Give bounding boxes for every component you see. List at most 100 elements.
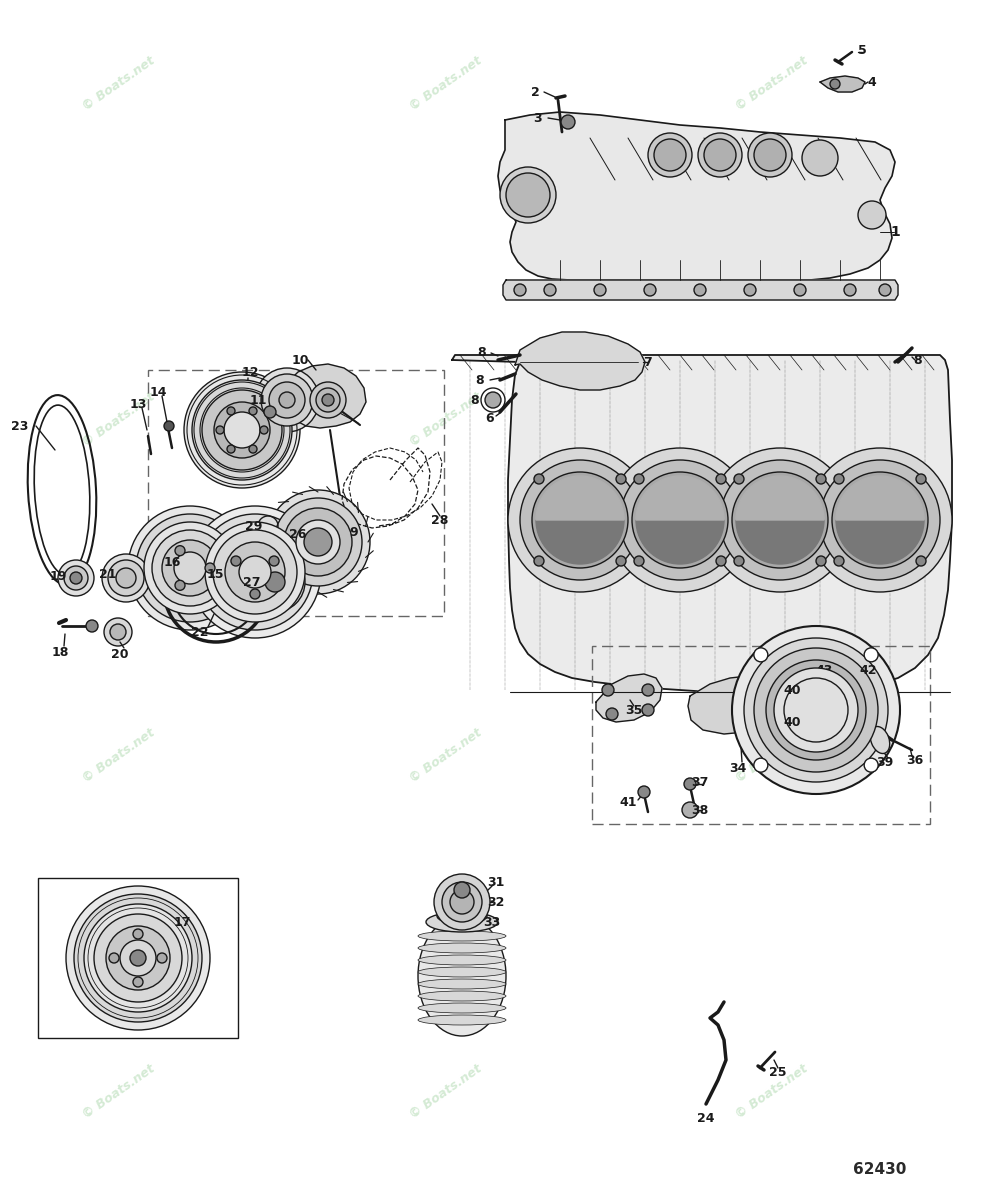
Circle shape bbox=[514, 284, 526, 296]
Circle shape bbox=[216, 426, 224, 434]
Text: 8: 8 bbox=[470, 394, 479, 407]
Circle shape bbox=[704, 139, 736, 170]
Circle shape bbox=[58, 560, 94, 596]
Circle shape bbox=[157, 953, 167, 962]
Circle shape bbox=[508, 448, 652, 592]
Polygon shape bbox=[452, 355, 952, 692]
Wedge shape bbox=[736, 520, 824, 564]
Bar bbox=[148, 370, 444, 616]
Circle shape bbox=[744, 284, 756, 296]
Circle shape bbox=[594, 284, 606, 296]
Ellipse shape bbox=[426, 912, 498, 932]
Text: 62430: 62430 bbox=[853, 1163, 907, 1177]
Circle shape bbox=[260, 426, 268, 434]
Circle shape bbox=[108, 560, 144, 596]
Text: 12: 12 bbox=[242, 366, 258, 378]
Text: 14: 14 bbox=[149, 385, 166, 398]
Circle shape bbox=[830, 79, 840, 89]
Circle shape bbox=[269, 556, 279, 566]
Text: 32: 32 bbox=[487, 895, 505, 908]
Circle shape bbox=[682, 802, 698, 818]
Circle shape bbox=[916, 556, 926, 566]
Text: 26: 26 bbox=[289, 528, 307, 540]
Text: 9: 9 bbox=[349, 526, 358, 539]
Text: © Boats.net: © Boats.net bbox=[80, 54, 157, 114]
Circle shape bbox=[265, 572, 285, 592]
Circle shape bbox=[255, 368, 319, 432]
Circle shape bbox=[864, 648, 878, 662]
Text: 6: 6 bbox=[486, 412, 494, 425]
Text: © Boats.net: © Boats.net bbox=[734, 54, 811, 114]
Wedge shape bbox=[536, 476, 624, 520]
Circle shape bbox=[716, 474, 726, 484]
Circle shape bbox=[133, 929, 143, 938]
Ellipse shape bbox=[418, 916, 506, 1036]
Circle shape bbox=[816, 556, 826, 566]
Circle shape bbox=[802, 140, 838, 176]
Text: © Boats.net: © Boats.net bbox=[407, 54, 484, 114]
Circle shape bbox=[130, 950, 146, 966]
Circle shape bbox=[227, 407, 235, 415]
Text: 15: 15 bbox=[206, 568, 224, 581]
Circle shape bbox=[766, 660, 866, 760]
Ellipse shape bbox=[437, 908, 487, 924]
Circle shape bbox=[608, 448, 752, 592]
Text: © Boats.net: © Boats.net bbox=[80, 1062, 157, 1122]
Circle shape bbox=[820, 460, 940, 580]
Circle shape bbox=[442, 882, 482, 922]
Circle shape bbox=[616, 556, 626, 566]
Circle shape bbox=[698, 133, 742, 176]
Text: 38: 38 bbox=[691, 804, 709, 816]
Circle shape bbox=[175, 581, 185, 590]
Circle shape bbox=[255, 562, 295, 602]
Circle shape bbox=[634, 474, 644, 484]
Ellipse shape bbox=[418, 1003, 506, 1013]
Circle shape bbox=[520, 460, 640, 580]
Circle shape bbox=[192, 380, 292, 480]
Circle shape bbox=[753, 648, 768, 662]
Circle shape bbox=[106, 926, 170, 990]
Bar bbox=[592, 646, 930, 824]
Text: 19: 19 bbox=[50, 570, 66, 582]
Circle shape bbox=[136, 514, 244, 622]
Circle shape bbox=[808, 448, 952, 592]
Circle shape bbox=[189, 506, 321, 638]
Text: © Boats.net: © Boats.net bbox=[734, 1062, 811, 1122]
Text: 28: 28 bbox=[432, 514, 448, 527]
Wedge shape bbox=[736, 476, 824, 520]
Text: 2: 2 bbox=[531, 85, 540, 98]
Circle shape bbox=[94, 914, 182, 1002]
Circle shape bbox=[296, 520, 340, 564]
Polygon shape bbox=[596, 674, 662, 722]
Text: © Boats.net: © Boats.net bbox=[734, 726, 811, 786]
Text: © Boats.net: © Boats.net bbox=[407, 390, 484, 450]
Circle shape bbox=[654, 139, 686, 170]
Circle shape bbox=[485, 392, 501, 408]
Circle shape bbox=[224, 412, 260, 448]
Wedge shape bbox=[636, 520, 724, 564]
Circle shape bbox=[84, 904, 192, 1012]
Circle shape bbox=[500, 167, 556, 223]
Text: 5: 5 bbox=[857, 43, 866, 56]
Circle shape bbox=[602, 684, 614, 696]
Circle shape bbox=[205, 522, 305, 622]
Circle shape bbox=[214, 402, 270, 458]
Circle shape bbox=[310, 382, 346, 418]
Text: 33: 33 bbox=[483, 916, 501, 929]
Text: 17: 17 bbox=[173, 916, 191, 929]
Circle shape bbox=[506, 173, 550, 217]
Circle shape bbox=[648, 133, 692, 176]
Circle shape bbox=[109, 953, 119, 962]
Text: 11: 11 bbox=[249, 394, 266, 407]
Text: 1: 1 bbox=[890, 226, 900, 239]
Text: 13: 13 bbox=[130, 397, 147, 410]
Wedge shape bbox=[536, 520, 624, 564]
Circle shape bbox=[164, 421, 174, 431]
Circle shape bbox=[322, 394, 334, 406]
Circle shape bbox=[708, 448, 852, 592]
Circle shape bbox=[249, 445, 257, 454]
Text: 23: 23 bbox=[11, 420, 29, 432]
Text: 40: 40 bbox=[783, 684, 801, 696]
Circle shape bbox=[279, 392, 295, 408]
Circle shape bbox=[175, 546, 185, 556]
